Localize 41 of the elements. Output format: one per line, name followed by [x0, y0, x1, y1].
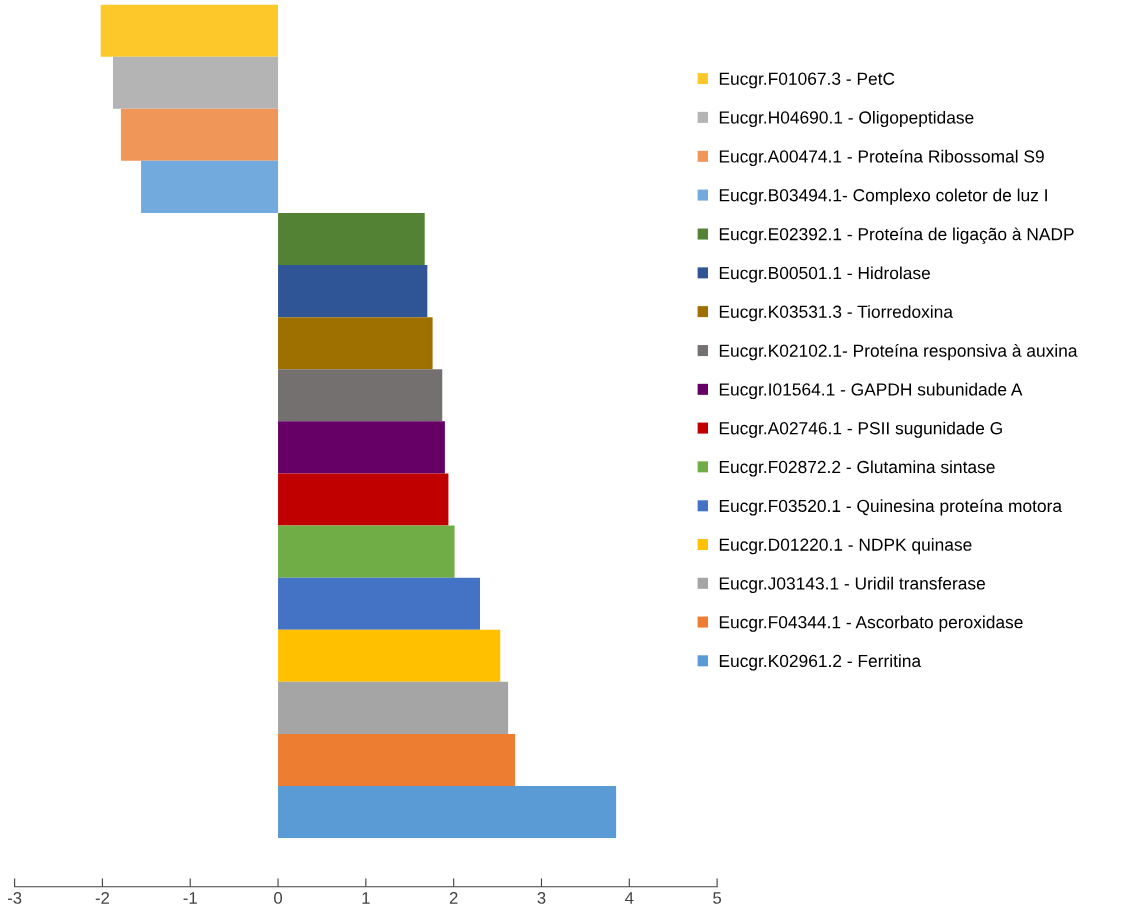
bar	[100, 4, 279, 57]
legend-label: Eucgr.K02961.2 - Ferritina	[719, 654, 922, 671]
x-tick-label: -2	[95, 892, 109, 904]
legend-label: Eucgr.F03520.1 - Quinesina proteína motora	[719, 499, 1063, 516]
bar	[278, 317, 433, 370]
legend-label: Eucgr.K02102.1- Proteína responsiva à auxina	[719, 343, 1078, 361]
bar	[278, 525, 455, 578]
bar	[278, 786, 617, 839]
bar	[278, 733, 516, 787]
bar	[278, 369, 443, 422]
legend-label: Eucgr.H04690.1 - Oligopeptidase	[719, 110, 974, 128]
legend-label: Eucgr.A00474.1 - Proteína Ribossomal S9	[719, 149, 1044, 167]
legend-label: Eucgr.I01564.1 - GAPDH subunidade A	[719, 382, 1023, 400]
legend-label: Eucgr.F04344.1 - Ascorbato peroxidase	[719, 615, 1023, 632]
legend-label: Eucgr.J03143.1 - Uridil transferase	[719, 576, 985, 594]
x-tick-label: 3	[537, 892, 546, 904]
x-tick-label: -3	[7, 892, 22, 904]
bar	[141, 160, 279, 213]
x-tick-label: -1	[183, 892, 197, 904]
legend-label: Eucgr.B03494.1- Complexo coletor de luz I	[719, 188, 1047, 205]
legend-label: Eucgr.D01220.1 - NDPK quinase	[719, 538, 972, 555]
bar	[278, 265, 428, 318]
bar	[278, 473, 449, 526]
bar	[278, 681, 509, 734]
bar	[278, 577, 481, 630]
legend-label: Eucgr.E02392.1 - Proteína de ligação à NADP	[719, 227, 1074, 244]
legend-label: Eucgr.K03531.3 - Tiorredoxina	[719, 305, 953, 322]
x-tick-label: 0	[274, 892, 283, 904]
bar	[278, 212, 425, 266]
legend-label: Eucgr.F02872.2 - Glutamina sintase	[719, 460, 995, 477]
bar	[112, 56, 279, 109]
legend-label: Eucgr.A02746.1 - PSII sugunidade G	[719, 421, 1002, 438]
bar	[120, 108, 279, 161]
bar	[278, 629, 501, 682]
legend-label: Eucgr.F01067.3 - PetC	[719, 72, 895, 89]
x-tick-label: 2	[449, 892, 458, 904]
x-tick-label: 1	[362, 892, 370, 904]
x-tick-label: 5	[713, 892, 722, 904]
bar	[278, 421, 445, 474]
x-tick-label: 4	[625, 892, 634, 904]
legend-label: Eucgr.B00501.1 - Hidrolase	[719, 266, 930, 283]
